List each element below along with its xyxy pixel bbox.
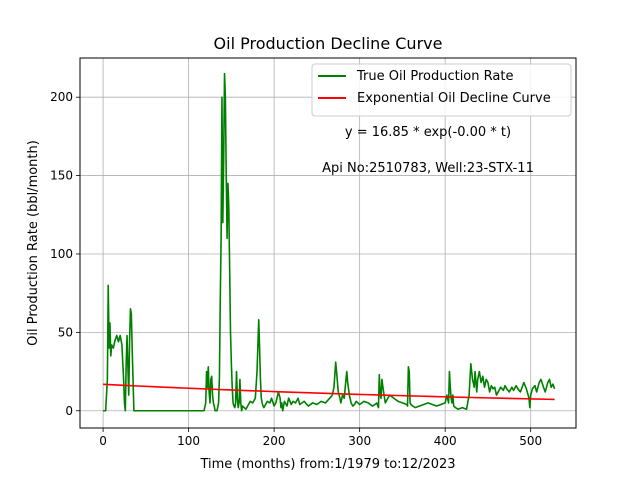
legend-box: [311, 63, 572, 117]
x-tick-label: 400: [434, 434, 457, 448]
legend-label-decline-curve: Exponential Oil Decline Curve: [357, 91, 551, 106]
legend: True Oil Production Rate Exponential Oil…: [311, 63, 572, 117]
x-tick-label: 100: [177, 434, 200, 448]
plot-area: [80, 58, 576, 428]
equation-annotation: y = 16.85 * exp(-0.00 * t): [345, 125, 511, 140]
x-axis-ticks: 0 100 200 300 400 500: [99, 428, 542, 448]
x-tick-label: 200: [263, 434, 286, 448]
well-annotation: Api No:2510783, Well:23-STX-11: [322, 161, 534, 176]
legend-label-true-rate: True Oil Production Rate: [356, 69, 513, 84]
x-tick-label: 500: [519, 434, 542, 448]
plot-frame: [79, 57, 577, 429]
x-tick-label: 0: [99, 434, 107, 448]
y-tick-label: 50: [58, 325, 73, 339]
y-axis-label: Oil Production Rate (bbl/month): [26, 140, 41, 346]
x-tick-label: 300: [348, 434, 371, 448]
y-tick-label: 100: [50, 247, 73, 261]
series-true-oil-production-rate: [103, 72, 556, 412]
chart-title: Oil Production Decline Curve: [214, 34, 443, 53]
y-axis-ticks: 0 50 100 150 200: [50, 90, 80, 418]
series-exponential-decline-curve: [103, 383, 555, 401]
y-tick-label: 200: [50, 90, 73, 104]
x-axis-label: Time (months) from:1/1979 to:12/2023: [199, 457, 455, 472]
y-tick-label: 150: [50, 169, 73, 183]
y-tick-label: 0: [65, 404, 73, 418]
series-group: [103, 72, 556, 412]
